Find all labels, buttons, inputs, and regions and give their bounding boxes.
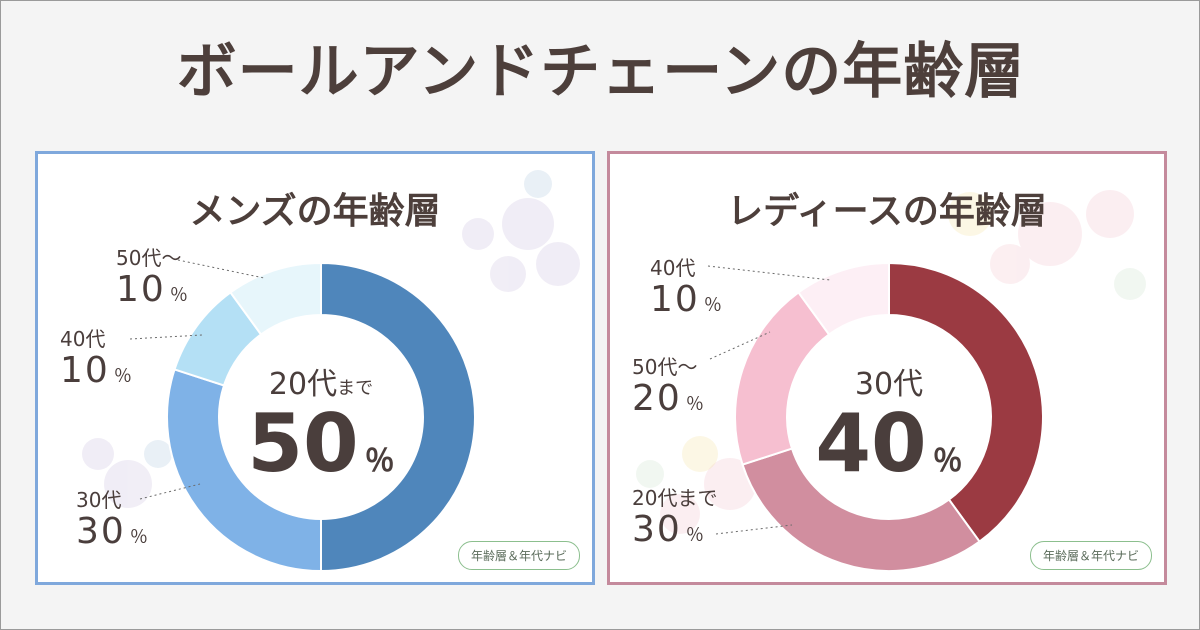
leader-line (129, 334, 203, 340)
womens-donut-slice-1 (888, 261, 1044, 543)
page-title: ボールアンドチェーンの年齢層 (176, 37, 1026, 107)
womens-donut-slice-2 (741, 447, 981, 572)
womens-donut-chart (707, 261, 1044, 572)
womens-center-category: 30代 (854, 367, 924, 402)
leader-line (139, 483, 201, 500)
mens-chart-title: メンズの年齢層 (189, 191, 441, 232)
label-women-50s: 50代～ 20 ％ (632, 355, 706, 419)
mens-donut-chart (129, 259, 476, 573)
mens-center-value: 50 ％ (247, 397, 395, 490)
mens-donut-slice-4 (229, 261, 322, 336)
womens-chart-panel: レディースの年齢層 40代 10 ％ 50代～ 20 ％ 20代まで 30 ％ 30代… (607, 151, 1167, 585)
label-women-20s: 20代まで 30 ％ (632, 486, 718, 550)
mens-donut-slice-2 (166, 368, 322, 573)
womens-center-value: 40 ％ (815, 397, 963, 490)
site-badge: 年齢層＆年代ナビ (457, 541, 580, 570)
site-badge: 年齢層＆年代ナビ (1029, 541, 1152, 570)
leader-line (709, 331, 771, 360)
label-women-40s: 40代 10 ％ (650, 256, 724, 320)
mens-center-category: 20代まで (268, 367, 374, 402)
label-men-40s: 40代 10 ％ (60, 327, 134, 391)
mens-chart-panel: メンズの年齢層 50代～ 10 ％ 40代 10 ％ 30代 30 ％ 20代まで 5… (35, 151, 595, 585)
womens-donut-slice-4 (797, 261, 890, 336)
womens-chart-title: レディースの年齢層 (727, 191, 1047, 232)
leader-line (177, 259, 265, 279)
floral-decoration-icon (82, 170, 580, 508)
leader-line (707, 265, 831, 281)
floral-decoration-icon (636, 190, 1146, 534)
leader-line (715, 524, 793, 535)
label-men-50s: 50代～ 10 ％ (116, 246, 190, 310)
label-men-30s: 30代 30 ％ (76, 488, 150, 552)
mens-donut-slice-1 (320, 261, 476, 573)
